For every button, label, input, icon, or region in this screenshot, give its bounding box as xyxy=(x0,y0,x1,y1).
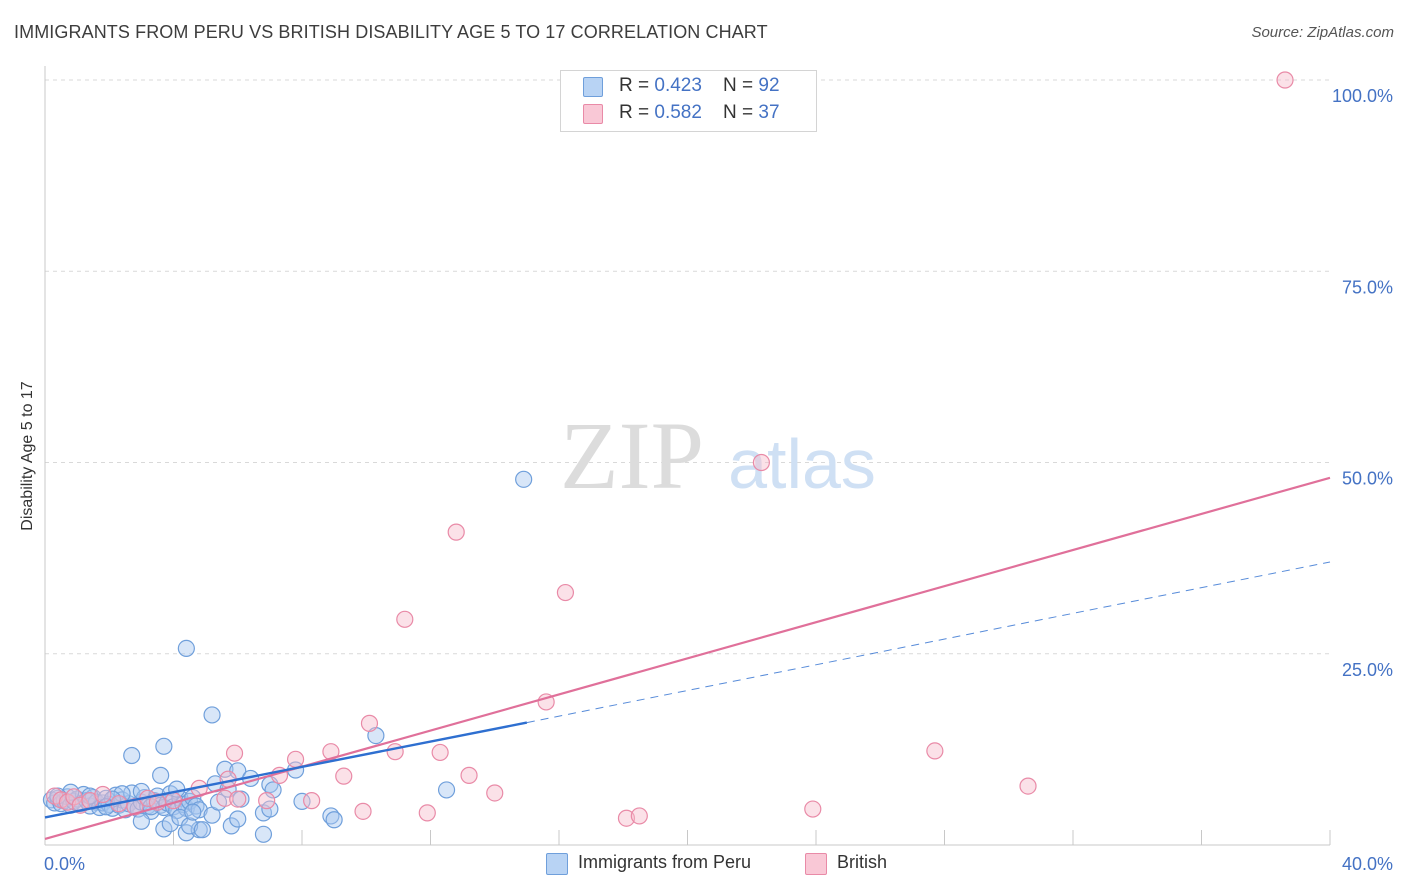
peru-point-64 xyxy=(293,792,311,810)
british-point-37 xyxy=(804,800,822,818)
watermark: ZIP atlas xyxy=(560,402,876,509)
bottom-legend-label-peru: Immigrants from Peru xyxy=(578,852,752,872)
british-point-27 xyxy=(418,804,436,822)
series-british-points xyxy=(46,71,1294,827)
source-label: Source: ZipAtlas.com xyxy=(1251,24,1394,41)
peru-point-76 xyxy=(254,825,273,843)
tick-labels: 25.0% 50.0% 75.0% 100.0% 0.0% 40.0% xyxy=(44,86,1393,874)
y-tick-label-3: 100.0% xyxy=(1332,86,1393,106)
legend-peru-n-value: 92 xyxy=(758,75,780,96)
british-point-38 xyxy=(926,742,944,760)
british-point-25 xyxy=(386,743,404,761)
x-tick-label-min: 0.0% xyxy=(44,854,85,874)
peru-point-72 xyxy=(193,821,212,839)
british-point-28 xyxy=(431,743,449,762)
british-point-35 xyxy=(630,807,648,825)
y-tick-label-0: 25.0% xyxy=(1342,660,1393,680)
y-tick-label-1: 50.0% xyxy=(1342,469,1393,489)
peru-point-50 xyxy=(123,746,141,765)
y-tick-label-2: 75.0% xyxy=(1342,277,1393,297)
peru-point-67 xyxy=(161,814,179,833)
watermark-zip: ZIP xyxy=(560,402,704,509)
legend-british-n-label: N = xyxy=(723,102,759,123)
british-point-36 xyxy=(752,453,770,472)
british-point-24 xyxy=(360,714,379,732)
british-point-30 xyxy=(460,766,478,784)
british-point-29 xyxy=(447,523,465,541)
grid-lines xyxy=(45,79,1330,655)
peru-point-65 xyxy=(132,812,150,830)
chart-title: IMMIGRANTS FROM PERU VS BRITISH DISABILI… xyxy=(14,22,768,42)
peru-point-56 xyxy=(216,760,234,778)
bottom-legend-label-british: British xyxy=(837,852,888,872)
peru-point-75 xyxy=(229,810,247,828)
british-point-34 xyxy=(617,809,636,827)
bottom-legend-swatch-peru xyxy=(546,853,568,875)
british-point-14 xyxy=(225,744,244,762)
peru-point-55 xyxy=(203,706,221,724)
peru-point-51 xyxy=(152,766,170,784)
peru-point-62 xyxy=(264,781,282,799)
axes xyxy=(44,66,1331,846)
peru-point-80 xyxy=(325,811,343,829)
peru-point-54 xyxy=(177,639,195,657)
legend-british-n-value: 37 xyxy=(758,102,780,123)
british-point-17 xyxy=(258,792,276,810)
legend-british-r-value: 0.582 xyxy=(654,102,702,123)
peru-point-85 xyxy=(184,803,202,821)
legend-peru-r-value: 0.423 xyxy=(654,75,702,96)
peru-point-82 xyxy=(437,781,456,799)
peru-point-71 xyxy=(180,817,199,835)
british-point-6 xyxy=(94,785,112,804)
british-point-40 xyxy=(1276,71,1294,89)
british-point-26 xyxy=(396,610,414,628)
stats-legend: R = 0.423 N = 92 R = 0.582 N = 37 xyxy=(560,70,817,132)
legend-swatch-british xyxy=(583,104,603,124)
british-point-13 xyxy=(216,789,234,807)
bottom-legend-swatch-british xyxy=(805,853,827,875)
watermark-atlas: atlas xyxy=(728,425,876,503)
legend-british-r-label: R = xyxy=(619,102,655,123)
peru-point-83 xyxy=(515,470,533,488)
british-point-20 xyxy=(303,792,321,810)
trend-lines xyxy=(44,476,1331,840)
british-point-31 xyxy=(486,784,504,802)
british-trend-line xyxy=(44,476,1331,840)
legend-peru-r-label: R = xyxy=(619,75,655,96)
peru-point-52 xyxy=(155,737,173,755)
peru-trend-line xyxy=(44,721,528,819)
x-tick-label-max: 40.0% xyxy=(1342,854,1393,874)
british-point-16 xyxy=(229,790,247,808)
british-point-23 xyxy=(354,802,372,820)
peru-trend-extension xyxy=(526,561,1331,724)
british-point-33 xyxy=(556,583,575,602)
british-point-22 xyxy=(335,767,353,785)
british-point-19 xyxy=(286,750,305,768)
legend-swatch-peru xyxy=(583,77,603,97)
peru-point-74 xyxy=(222,817,240,835)
legend-peru-n-label: N = xyxy=(723,75,759,96)
british-point-39 xyxy=(1019,777,1037,795)
